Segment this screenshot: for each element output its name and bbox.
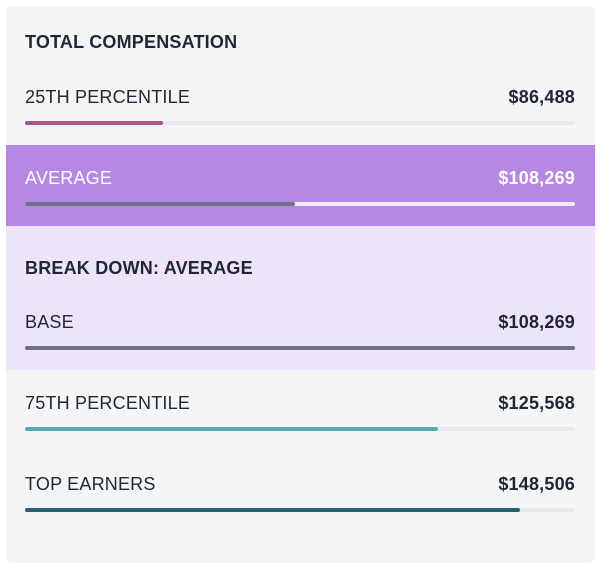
row-average[interactable]: AVERAGE $108,269	[6, 145, 595, 226]
progress-fill	[25, 508, 520, 512]
progress-fill	[25, 202, 295, 206]
row-value: $86,488	[508, 87, 575, 107]
breakdown-section: BREAK DOWN: AVERAGE BASE $108,269	[6, 226, 595, 370]
row-value: $108,269	[498, 168, 575, 188]
row-label: TOP EARNERS	[25, 474, 156, 494]
compensation-card: TOTAL COMPENSATION 25TH PERCENTILE $86,4…	[6, 6, 595, 563]
row-value: $125,568	[498, 393, 575, 413]
row-label: 25TH PERCENTILE	[25, 87, 191, 107]
progress-track	[25, 121, 575, 125]
breakdown-base-value: $108,269	[498, 312, 575, 332]
breakdown-base-label: BASE	[25, 312, 74, 332]
progress-track	[25, 346, 575, 350]
progress-fill	[25, 427, 438, 431]
row-label: AVERAGE	[25, 168, 113, 188]
row-value: $148,506	[498, 474, 575, 494]
progress-track	[25, 508, 575, 512]
breakdown-title: BREAK DOWN: AVERAGE	[25, 258, 253, 278]
progress-fill	[25, 346, 575, 350]
row-label: 75TH PERCENTILE	[25, 393, 191, 413]
progress-track	[25, 202, 575, 206]
progress-fill	[25, 121, 163, 125]
progress-track	[25, 427, 575, 431]
card-title: TOTAL COMPENSATION	[25, 32, 238, 52]
